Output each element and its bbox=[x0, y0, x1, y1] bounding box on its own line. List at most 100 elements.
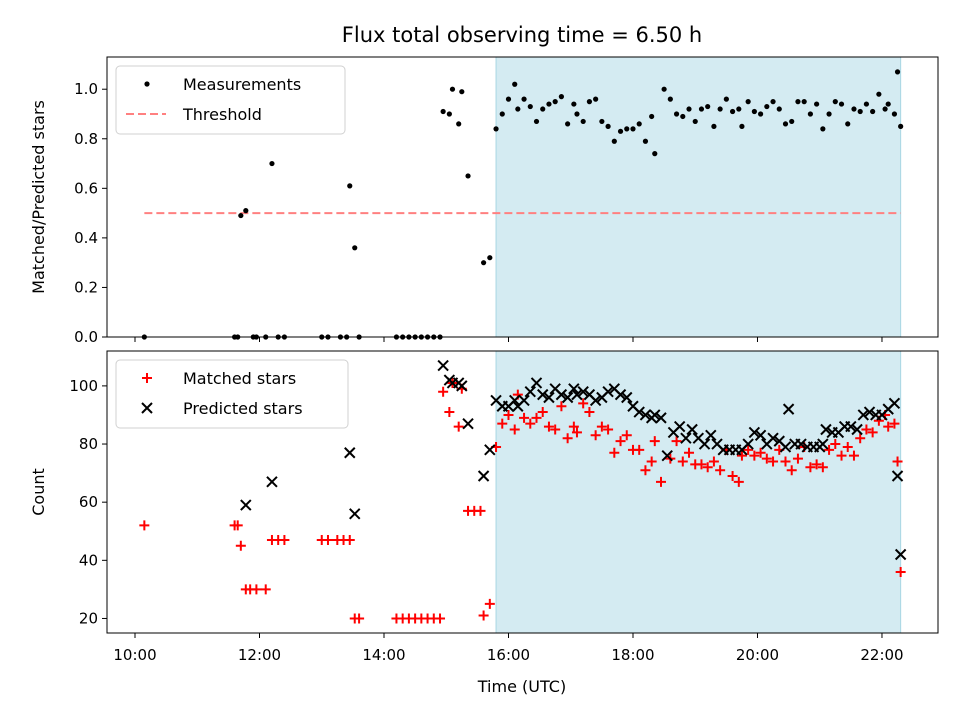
x-tick-label: 22:00 bbox=[860, 646, 903, 664]
data-point bbox=[475, 505, 486, 516]
data-point bbox=[842, 441, 853, 452]
series-measurements bbox=[141, 69, 904, 340]
data-point bbox=[596, 421, 607, 432]
data-point bbox=[782, 403, 795, 415]
data-point bbox=[894, 69, 901, 75]
data-point bbox=[857, 108, 863, 115]
data-point bbox=[792, 453, 803, 464]
data-point bbox=[888, 397, 901, 410]
legend: Matched stars Predicted stars bbox=[115, 359, 349, 429]
data-point bbox=[525, 418, 536, 429]
legend-label: Matched stars bbox=[183, 369, 296, 388]
data-point bbox=[344, 534, 355, 545]
data-point bbox=[503, 409, 514, 420]
data-point bbox=[743, 444, 754, 455]
data-point bbox=[894, 548, 907, 561]
data-point bbox=[527, 103, 533, 110]
data-point bbox=[352, 245, 358, 251]
data-point bbox=[478, 610, 489, 621]
data-point bbox=[885, 101, 891, 107]
data-point bbox=[757, 111, 764, 117]
data-point bbox=[826, 111, 832, 117]
data-point bbox=[639, 409, 652, 421]
data-point bbox=[883, 421, 894, 432]
data-point bbox=[562, 433, 573, 444]
data-point bbox=[449, 86, 456, 92]
data-point bbox=[867, 427, 878, 438]
x-tick-label: 20:00 bbox=[736, 646, 779, 664]
y-tick-label: 0.2 bbox=[74, 278, 98, 296]
data-point bbox=[748, 426, 761, 439]
data-point bbox=[558, 94, 565, 100]
data-point bbox=[139, 520, 150, 531]
data-point bbox=[240, 499, 252, 511]
data-point bbox=[633, 406, 645, 418]
data-point bbox=[624, 126, 630, 132]
data-point bbox=[782, 121, 789, 127]
data-point bbox=[723, 96, 729, 102]
legend-marker bbox=[141, 402, 153, 414]
data-point bbox=[344, 447, 356, 459]
data-point bbox=[770, 99, 776, 105]
data-point bbox=[889, 418, 900, 429]
data-point bbox=[602, 385, 614, 398]
data-point bbox=[698, 438, 711, 450]
data-point bbox=[232, 520, 243, 531]
data-point bbox=[462, 417, 474, 430]
data-point bbox=[540, 106, 546, 112]
data-point bbox=[882, 106, 888, 112]
data-point bbox=[768, 456, 779, 467]
data-point bbox=[780, 456, 791, 467]
panel-top: 0.0 0.2 0.4 0.6 0.8 1.0 Matched/Predicted star… bbox=[29, 56, 939, 346]
data-point bbox=[646, 456, 657, 467]
data-point bbox=[484, 444, 496, 456]
data-point bbox=[795, 99, 801, 105]
data-point bbox=[636, 121, 642, 127]
x-tick-label: 10:00 bbox=[113, 646, 156, 664]
data-point bbox=[617, 128, 624, 134]
data-point bbox=[571, 427, 582, 438]
data-point bbox=[855, 433, 866, 444]
data-point bbox=[832, 99, 838, 105]
data-point bbox=[767, 432, 779, 444]
data-point bbox=[898, 123, 904, 129]
data-point bbox=[456, 380, 468, 392]
data-point bbox=[692, 118, 698, 125]
data-point bbox=[649, 409, 661, 421]
data-point bbox=[519, 412, 530, 423]
data-point bbox=[543, 391, 555, 404]
data-point bbox=[715, 465, 726, 476]
data-point bbox=[817, 438, 829, 450]
data-point bbox=[814, 101, 820, 107]
y-tick-label: 0.4 bbox=[74, 229, 98, 247]
legend-label: Predicted stars bbox=[183, 399, 303, 418]
data-point bbox=[435, 613, 446, 624]
data-point bbox=[584, 407, 595, 418]
data-point bbox=[801, 99, 807, 105]
y-axis-label: Matched/Predicted stars bbox=[29, 100, 48, 294]
y-tick-label: 0.6 bbox=[74, 179, 98, 197]
y-axis-label: Count bbox=[29, 468, 48, 516]
data-point bbox=[437, 359, 449, 372]
data-point bbox=[761, 453, 772, 464]
data-point bbox=[533, 118, 540, 125]
data-point bbox=[652, 151, 658, 157]
data-point bbox=[677, 456, 688, 467]
data-point bbox=[251, 584, 262, 595]
data-point bbox=[578, 398, 589, 409]
data-point bbox=[593, 96, 599, 102]
data-point bbox=[497, 418, 508, 429]
x-tick-label: 16:00 bbox=[487, 646, 530, 664]
data-point bbox=[673, 420, 686, 433]
data-point bbox=[795, 438, 807, 450]
data-point bbox=[322, 534, 333, 545]
data-point bbox=[574, 111, 580, 117]
data-point bbox=[754, 429, 767, 442]
data-point bbox=[705, 429, 717, 442]
data-point bbox=[347, 183, 353, 189]
data-point bbox=[634, 444, 645, 455]
y-tick-label: 1.0 bbox=[74, 80, 98, 98]
data-point bbox=[521, 96, 527, 102]
data-point bbox=[269, 160, 275, 167]
